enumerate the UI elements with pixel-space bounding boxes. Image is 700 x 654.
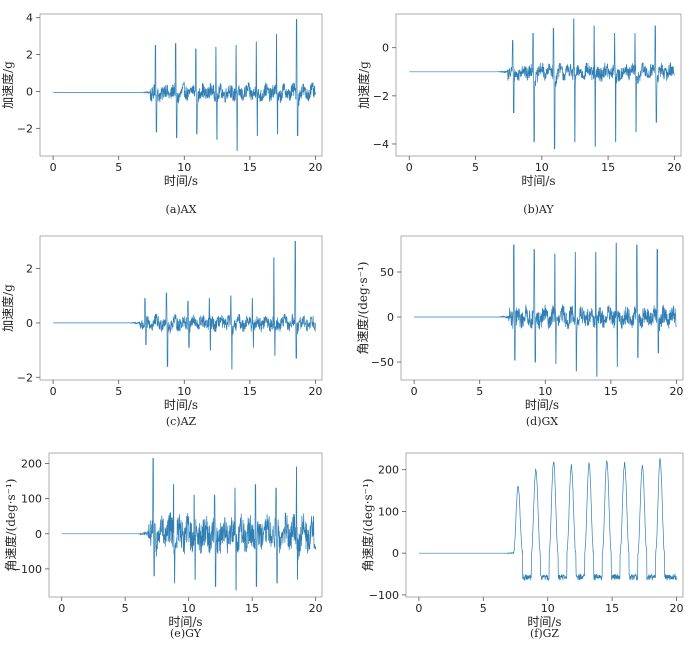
y-tick-label: −2 bbox=[17, 122, 33, 135]
chart-panel-6: 0 5 10 15 20 −100 0 100 200 时间/s 角速度/(deg·s⁻¹) (f)G… bbox=[360, 452, 684, 640]
panel-caption: (c)AZ bbox=[166, 415, 197, 428]
x-tick-label: 15 bbox=[243, 385, 257, 398]
plot-frame bbox=[48, 452, 323, 598]
chart-panel-3: 0 5 10 15 20 −2 0 2 时间/s 加速度/g (c)AZ bbox=[0, 235, 323, 428]
x-tick-label: 20 bbox=[309, 602, 323, 615]
series-line bbox=[53, 19, 316, 151]
y-axis-label: 加速度/g bbox=[0, 61, 15, 109]
x-tick-label: 0 bbox=[415, 602, 422, 615]
y-axis-label: 角速度/(deg·s⁻¹) bbox=[360, 479, 375, 572]
y-tick-label: 100 bbox=[378, 505, 399, 518]
x-tick-label: 5 bbox=[122, 602, 129, 615]
y-tick-label: 0 bbox=[26, 317, 33, 330]
x-axis-label: 时间/s bbox=[525, 398, 559, 412]
series-line bbox=[414, 242, 677, 377]
y-axis-label: 加速度/g bbox=[0, 284, 15, 332]
x-tick-label: 20 bbox=[667, 161, 681, 174]
x-tick-label: 5 bbox=[480, 602, 487, 615]
x-axis-label: 时间/s bbox=[168, 615, 202, 629]
y-axis-label: 角速度/(deg·s⁻¹) bbox=[355, 262, 370, 355]
x-axis-label: 时间/s bbox=[164, 398, 198, 412]
y-tick-label: 200 bbox=[21, 458, 42, 471]
x-tick-label: 5 bbox=[476, 385, 483, 398]
y-tick-label: −2 bbox=[373, 90, 389, 103]
panel-caption: (f)GZ bbox=[530, 627, 559, 640]
x-tick-label: 0 bbox=[411, 385, 418, 398]
x-tick-label: 20 bbox=[670, 602, 684, 615]
chart-panel-1: 0 5 10 15 20 −2 0 2 4 时间/s 加速度/g (a)AX bbox=[0, 12, 322, 216]
x-tick-label: 10 bbox=[177, 385, 191, 398]
y-axis-label: 角速度/(deg·s⁻¹) bbox=[3, 479, 18, 572]
y-tick-label: 2 bbox=[26, 263, 33, 276]
series-line bbox=[418, 457, 677, 582]
x-tick-label: 0 bbox=[58, 602, 65, 615]
panel-caption: (d)GX bbox=[526, 415, 558, 428]
x-tick-label: 10 bbox=[182, 602, 196, 615]
panel-caption: (a)AX bbox=[166, 203, 197, 216]
x-tick-label: 0 bbox=[50, 385, 57, 398]
chart-panel-4: 0 5 10 15 20 −50 0 50 时间/s 角速度/(deg·s⁻¹) (d)GX bbox=[355, 235, 684, 428]
x-tick-label: 10 bbox=[538, 385, 552, 398]
y-tick-label: 100 bbox=[21, 493, 42, 506]
x-tick-label: 10 bbox=[535, 161, 549, 174]
y-tick-label: 50 bbox=[380, 266, 394, 279]
x-axis-label: 时间/s bbox=[521, 174, 555, 188]
y-tick-label: −100 bbox=[12, 563, 42, 576]
panel-caption: (e)GY bbox=[170, 627, 202, 640]
x-tick-label: 0 bbox=[50, 161, 57, 174]
series-line bbox=[53, 241, 316, 370]
x-tick-label: 15 bbox=[601, 161, 615, 174]
y-tick-label: 0 bbox=[382, 42, 389, 55]
x-tick-label: 5 bbox=[115, 161, 122, 174]
x-tick-label: 5 bbox=[115, 385, 122, 398]
x-axis-label: 时间/s bbox=[164, 174, 198, 188]
y-tick-label: 0 bbox=[35, 528, 42, 541]
plot-frame bbox=[400, 235, 684, 381]
x-tick-label: 10 bbox=[177, 161, 191, 174]
y-tick-label: −100 bbox=[369, 589, 399, 602]
y-tick-label: −2 bbox=[17, 371, 33, 384]
series-line bbox=[409, 18, 675, 150]
chart-panel-5: 0 5 10 15 20 −100 0 100 200 时间/s 角速度/(deg·s⁻¹) (e)G… bbox=[3, 452, 323, 640]
y-tick-label: −50 bbox=[371, 356, 394, 369]
plot-frame bbox=[405, 452, 684, 598]
y-axis-label: 加速度/g bbox=[356, 61, 371, 109]
x-tick-label: 10 bbox=[541, 602, 555, 615]
x-tick-label: 15 bbox=[243, 161, 257, 174]
y-tick-label: 2 bbox=[26, 49, 33, 62]
x-tick-label: 20 bbox=[669, 385, 683, 398]
series-line bbox=[61, 457, 317, 591]
x-tick-label: 15 bbox=[605, 602, 619, 615]
y-tick-label: −4 bbox=[373, 138, 389, 151]
plot-frame bbox=[39, 235, 323, 381]
y-tick-label: 200 bbox=[378, 464, 399, 477]
chart-panel-2: 0 5 10 15 20 −4 −2 0 时间/s 加速度/g (b)AY bbox=[356, 13, 682, 216]
panel-caption: (b)AY bbox=[523, 203, 554, 216]
x-tick-label: 20 bbox=[308, 161, 322, 174]
plot-frame bbox=[395, 13, 682, 157]
x-tick-label: 20 bbox=[308, 385, 322, 398]
y-tick-label: 4 bbox=[26, 12, 33, 25]
y-tick-label: 0 bbox=[26, 85, 33, 98]
x-axis-label: 时间/s bbox=[527, 615, 561, 629]
x-tick-label: 5 bbox=[472, 161, 479, 174]
y-tick-label: 0 bbox=[387, 311, 394, 324]
y-tick-label: 0 bbox=[392, 547, 399, 560]
x-tick-label: 15 bbox=[245, 602, 259, 615]
plot-frame bbox=[39, 13, 323, 157]
x-tick-label: 0 bbox=[406, 161, 413, 174]
x-tick-label: 15 bbox=[604, 385, 618, 398]
